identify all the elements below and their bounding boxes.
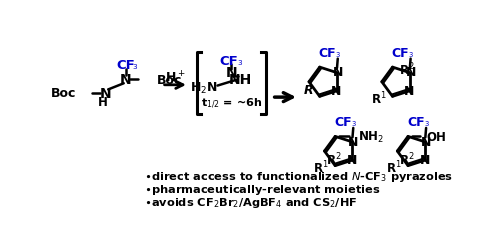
Text: $\bullet$direct access to functionalized $\it{N}$-CF$_3$ pyrazoles: $\bullet$direct access to functionalized…: [144, 169, 453, 183]
Text: $_3$: $_3$: [408, 50, 414, 60]
Text: N: N: [332, 66, 343, 79]
Text: OH: OH: [426, 130, 446, 143]
Text: NH: NH: [229, 73, 252, 87]
Text: H: H: [98, 96, 108, 109]
Text: N: N: [406, 66, 416, 79]
Text: $_3$: $_3$: [132, 61, 138, 71]
Text: R$^2$: R$^2$: [399, 151, 414, 167]
Text: $_3$: $_3$: [336, 50, 341, 60]
Text: N: N: [331, 84, 342, 97]
Text: CF: CF: [407, 116, 424, 129]
Text: N: N: [404, 84, 414, 97]
Text: N: N: [346, 153, 357, 166]
Text: $\bullet$pharmaceutically-relevant moieties: $\bullet$pharmaceutically-relevant moiet…: [144, 182, 380, 196]
Text: CF: CF: [220, 54, 238, 67]
Text: R$^1$: R$^1$: [314, 159, 329, 176]
Text: Boc: Boc: [157, 74, 182, 87]
Text: $_3$: $_3$: [351, 119, 356, 129]
Text: N: N: [421, 135, 432, 148]
Text: H$^+$: H$^+$: [164, 70, 185, 85]
Text: $\bullet$avoids CF$_2$Br$_2$/AgBF$_4$ and CS$_2$/HF: $\bullet$avoids CF$_2$Br$_2$/AgBF$_4$ an…: [144, 195, 358, 209]
Text: N: N: [100, 86, 111, 100]
Text: NH$_2$: NH$_2$: [358, 129, 384, 144]
Text: CF: CF: [334, 116, 352, 129]
Text: R$^2$: R$^2$: [326, 151, 342, 167]
Text: CF: CF: [116, 58, 136, 71]
Text: R$^1$: R$^1$: [386, 159, 402, 176]
Text: N: N: [120, 73, 132, 87]
Text: $_3$: $_3$: [237, 57, 243, 68]
Text: R$^1$: R$^1$: [370, 90, 386, 107]
Text: R: R: [304, 84, 314, 97]
Text: R$^2$: R$^2$: [398, 61, 414, 78]
Text: N: N: [348, 135, 358, 148]
Text: CF: CF: [318, 47, 336, 60]
Text: Boc: Boc: [51, 87, 76, 100]
Text: H$_2$N: H$_2$N: [190, 80, 218, 95]
Text: N: N: [420, 153, 430, 166]
Text: $_3$: $_3$: [424, 119, 430, 129]
Text: t$_{1/2}$ = ~6h: t$_{1/2}$ = ~6h: [201, 96, 262, 110]
Text: N: N: [226, 66, 237, 79]
Text: CF: CF: [392, 47, 409, 60]
